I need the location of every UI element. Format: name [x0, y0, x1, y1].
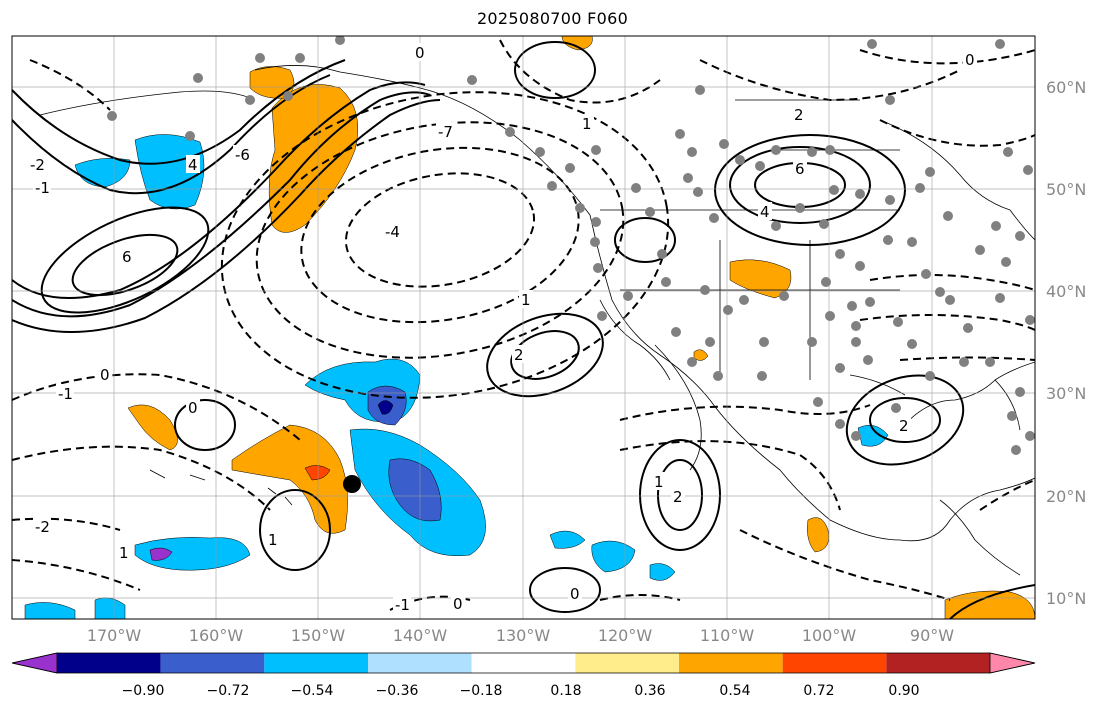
lat-label-60: 60°N — [1046, 78, 1087, 97]
shade-blue-2 — [591, 540, 636, 573]
contour-label: 1 — [268, 531, 278, 549]
contour-label: -1 — [35, 179, 50, 197]
station-dots — [107, 36, 1035, 455]
contour-label: 6 — [122, 248, 132, 266]
colorbar-segment — [886, 653, 990, 673]
lat-label-40: 40°N — [1046, 282, 1087, 301]
shade-blue-aleutian — [134, 134, 205, 210]
shade-blue-3 — [649, 563, 676, 581]
contour-label: 1 — [582, 115, 592, 133]
lon-label-140w: 140°W — [392, 626, 448, 645]
colorbar-tick-label: 0.90 — [888, 683, 920, 699]
contour-label: 2 — [514, 346, 524, 364]
contour-label: 1 — [119, 544, 129, 562]
lat-label-50: 50°N — [1046, 180, 1087, 199]
contour-label: 4 — [760, 203, 770, 221]
contour-label: -6 — [235, 146, 250, 164]
shade-orange-mexico — [807, 517, 829, 553]
lon-label-130w: 130°W — [495, 626, 551, 645]
colorbar-tick-label: 0.18 — [550, 683, 582, 699]
contour-label: -2 — [35, 518, 50, 536]
shade-orange-alaska — [249, 66, 295, 99]
contour-label: -4 — [385, 223, 400, 241]
contour-label: 0 — [188, 399, 198, 417]
storm-center-marker — [343, 475, 361, 493]
colorbar-tick-label: −0.54 — [290, 683, 334, 699]
colorbar — [11, 652, 1036, 674]
shade-orange-hawaii — [231, 424, 348, 534]
contour-label: 0 — [965, 51, 975, 69]
colorbar-tick-label: 0.36 — [634, 683, 666, 699]
colorbar-segment — [160, 653, 265, 673]
lon-label-150w: 150°W — [290, 626, 346, 645]
lon-label-100w: 100°W — [801, 626, 857, 645]
colorbar-segment — [57, 653, 161, 673]
lon-label-170w: 170°W — [86, 626, 142, 645]
shade-red-hawaii — [304, 465, 331, 481]
colorbar-segment — [679, 653, 783, 673]
lon-label-90w: 90°W — [909, 626, 955, 645]
colorbar-segment — [575, 653, 679, 673]
colorbar-outline — [11, 652, 1036, 674]
contour-label: 0 — [453, 595, 463, 613]
colorbar-tick-label: −0.72 — [206, 683, 250, 699]
colorbar-tick-label: −0.36 — [375, 683, 419, 699]
contour-label: 4 — [188, 156, 198, 174]
colorbar-tick-label: 0.54 — [719, 683, 751, 699]
lat-label-20: 20°N — [1046, 487, 1087, 506]
shaded-anomalies — [24, 36, 1035, 619]
contour-label: 2 — [673, 488, 683, 506]
lat-label-10: 10°N — [1046, 589, 1087, 608]
colorbar-segment — [368, 653, 472, 673]
contour-label: 6 — [795, 160, 805, 178]
shade-darkblue — [377, 400, 394, 415]
colorbar-extend-low — [11, 652, 58, 674]
shade-blue-corner — [24, 602, 76, 619]
shade-orange-west — [127, 404, 178, 451]
plot-background — [12, 36, 1035, 619]
contour-label: -1 — [395, 596, 410, 614]
shade-blue-gulf — [857, 424, 889, 447]
gridlines — [12, 36, 1035, 619]
colorbar-segment — [264, 653, 368, 673]
contour-label: 2 — [899, 417, 909, 435]
shade-orange-plains — [729, 259, 792, 299]
colorbar-tick-label: −0.18 — [459, 683, 503, 699]
colorbar-segment — [782, 653, 887, 673]
contour-label: 0 — [415, 44, 425, 62]
shade-blue-sw — [134, 537, 251, 571]
colorbar-tick-label: 0.72 — [803, 683, 835, 699]
contour-label: -2 — [30, 156, 45, 174]
shade-orange-az — [693, 349, 709, 361]
shade-blue-1 — [549, 530, 586, 549]
colorbar-extend-high — [989, 652, 1036, 674]
lon-label-110w: 110°W — [699, 626, 755, 645]
colorbar-tick-label: −0.90 — [121, 683, 165, 699]
contour-label: 2 — [794, 106, 804, 124]
shade-blue-corner2 — [94, 597, 126, 619]
lon-label-160w: 160°W — [188, 626, 244, 645]
contour-label: 1 — [521, 291, 531, 309]
map-title: 2025080700 F060 — [476, 9, 629, 28]
lon-label-120w: 120°W — [597, 626, 653, 645]
contour-labels: 6 6 4 4 2 2 2 1 1 1 0 0 0 0 — [28, 43, 977, 614]
shade-purple-sw — [149, 547, 173, 561]
contour-label: 0 — [570, 585, 580, 603]
shade-blue-south-core — [388, 458, 442, 522]
contour-label: -7 — [438, 123, 453, 141]
plot-frame — [11, 35, 1036, 620]
lat-label-30: 30°N — [1046, 384, 1087, 403]
contour-label: 1 — [654, 473, 664, 491]
contour-label: -1 — [58, 385, 73, 403]
contour-label: 0 — [100, 366, 110, 384]
colorbar-segment — [471, 653, 576, 673]
